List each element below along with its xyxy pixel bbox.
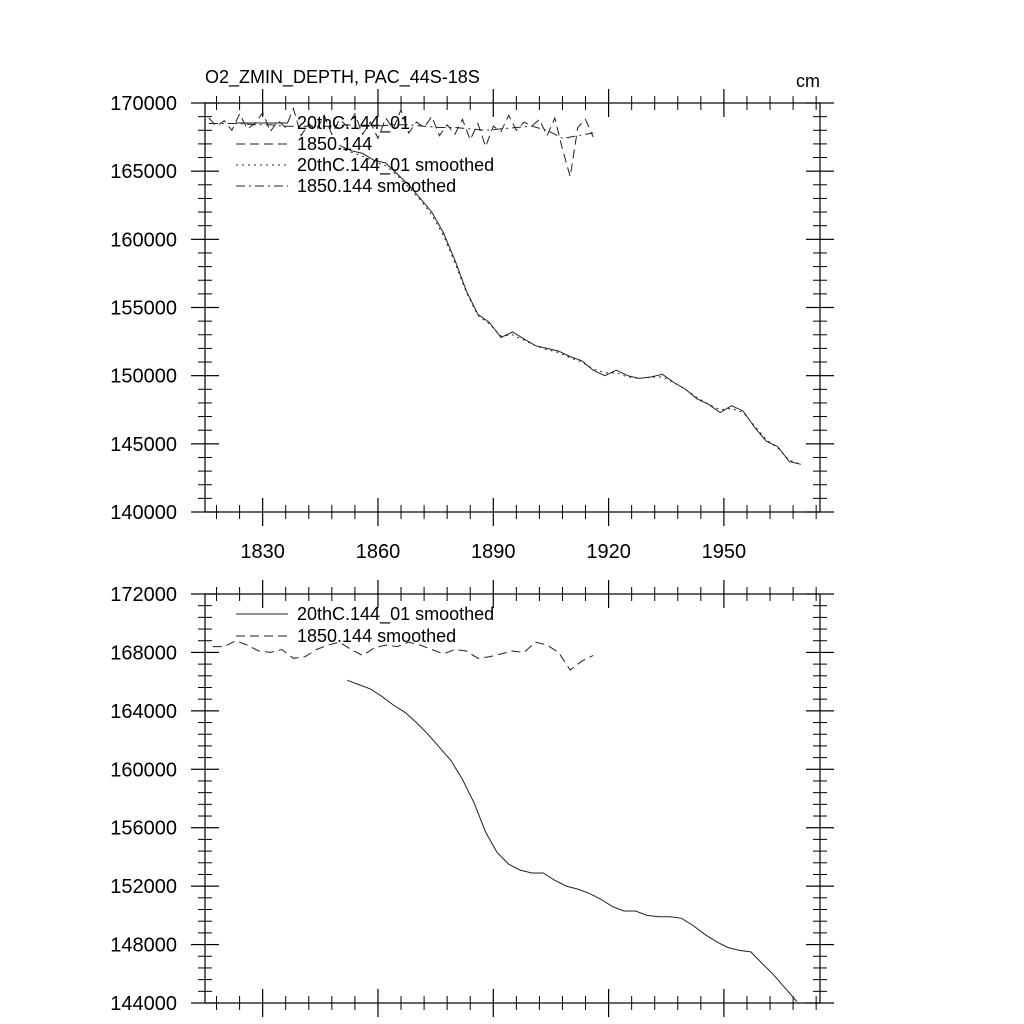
plot-area-bottom: 144000 148000 152000 156000 160000 164000 1680… [110,580,834,1017]
x-tick-label: 1860 [356,541,401,563]
y-tick-label: 152000 [110,876,177,898]
y-tick-label: 165000 [110,161,177,183]
y-tick-label: 145000 [110,434,177,456]
y-tick-label: 140000 [110,502,177,524]
y-tick-label: 148000 [110,935,177,957]
y-tick-label: 168000 [110,642,177,664]
legend-label: 1850.144 smoothed [297,176,456,196]
y-tick-label: 155000 [110,298,177,320]
x-tick-label: 1830 [240,541,285,563]
y-tick-label: 172000 [110,584,177,606]
legend-label: 1850.144 smoothed [297,626,456,646]
top-panel: O2_ZMIN_DEPTH, PAC_44S-18S cm 1830 1860 18… [110,67,834,563]
series-line [212,640,594,671]
plot-frame [204,593,821,1004]
y-tick-label: 164000 [110,701,177,723]
y-tick-label: 150000 [110,366,177,388]
bottom-panel: 144000 148000 152000 156000 160000 164000 1680… [110,580,834,1017]
y-tick-label: 170000 [110,93,177,115]
legend-label: 20thC.144_01 [297,113,410,134]
legend-label: 20thC.144_01 smoothed [297,155,494,176]
y-tick-label: 160000 [110,759,177,781]
y-tick-label: 144000 [110,993,177,1015]
series-line [208,106,594,177]
series-line [208,123,594,139]
y-tick-label: 160000 [110,229,177,251]
x-tick-label: 1950 [702,541,747,563]
legend-label: 20thC.144_01 smoothed [297,604,494,625]
x-tick-label: 1890 [471,541,516,563]
chart-title: O2_ZMIN_DEPTH, PAC_44S-18S [205,67,480,88]
y-tick-label: 156000 [110,818,177,840]
x-tick-label: 1920 [586,541,631,563]
series-line [339,147,801,465]
series-line [347,679,798,1002]
series-line [339,144,801,465]
legend-label: 1850.144 [297,134,372,154]
plot-area-top: 1830 1860 1890 1920 1950 140000 145000 150000 15… [110,89,834,563]
units-label: cm [796,71,820,91]
